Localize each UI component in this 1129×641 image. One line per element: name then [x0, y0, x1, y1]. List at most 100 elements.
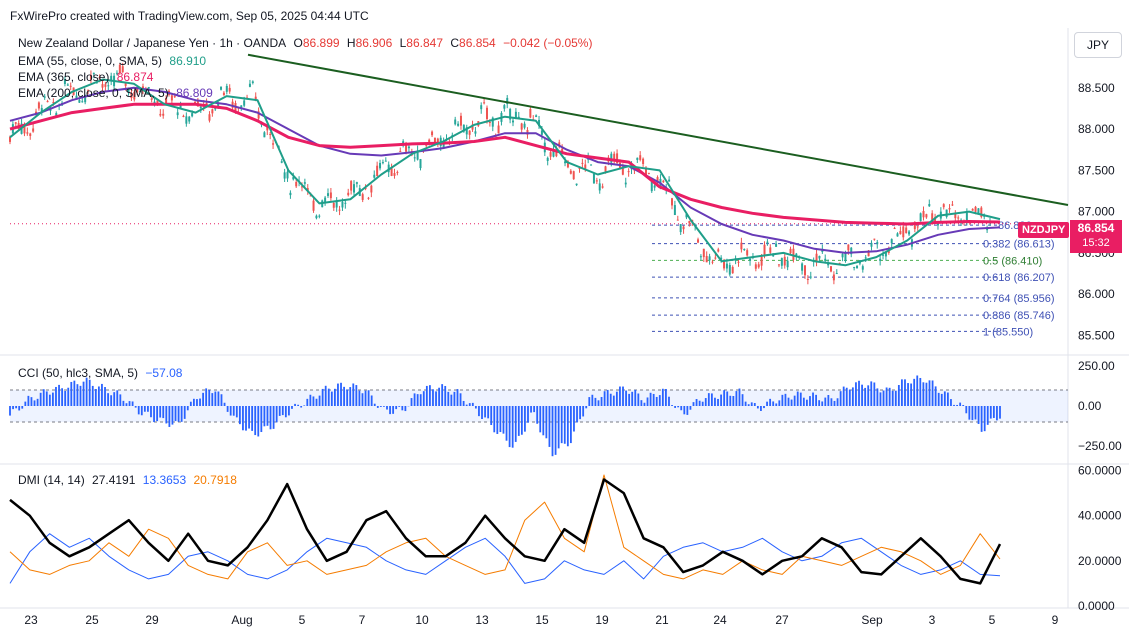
- candle-body: [84, 95, 87, 103]
- candle-body: [673, 205, 676, 216]
- cci-bar: [214, 391, 217, 406]
- cci-bar: [591, 394, 594, 406]
- cci-bar: [162, 406, 165, 419]
- candle-body: [873, 238, 876, 240]
- cci-bar: [517, 406, 520, 436]
- cci-bar: [487, 406, 490, 419]
- cci-bar: [962, 405, 965, 406]
- cci-bar: [934, 386, 937, 406]
- time-tick-label: 24: [713, 613, 727, 627]
- ema55-legend[interactable]: EMA (55, close, 0, SMA, 5) 86.910: [18, 54, 210, 68]
- cci-bar: [330, 391, 333, 406]
- candle-body: [584, 164, 587, 170]
- candle-body: [676, 219, 679, 221]
- candle-body: [882, 254, 885, 256]
- candle-body: [225, 85, 228, 92]
- cci-bar: [885, 387, 888, 406]
- cci-bar: [131, 401, 134, 406]
- candle-body: [723, 260, 726, 269]
- cci-bar: [545, 406, 548, 439]
- candle-body: [162, 113, 165, 116]
- price-tick-label: 88.000: [1078, 122, 1115, 136]
- candle-body: [647, 172, 650, 174]
- candle-body: [835, 273, 838, 275]
- cci-bar: [312, 396, 315, 406]
- cci-bar: [82, 381, 85, 406]
- candle-body: [815, 253, 818, 262]
- ema200-label: EMA (200, close, 0, SMA, 5): [18, 86, 169, 100]
- cci-bar: [548, 406, 551, 447]
- ema365-value: 86.874: [116, 70, 154, 84]
- cci-bar: [251, 406, 254, 431]
- cci-bar: [631, 391, 634, 406]
- candle-body: [173, 96, 176, 98]
- candle-body: [405, 145, 408, 152]
- candle-body: [399, 150, 402, 152]
- currency-button[interactable]: JPY: [1074, 32, 1122, 58]
- cci-bar: [94, 389, 97, 406]
- candle-body: [711, 261, 714, 263]
- time-tick-label: 23: [24, 613, 38, 627]
- cci-bar: [202, 392, 204, 406]
- open-value: 86.899: [302, 36, 340, 50]
- cci-bar: [30, 397, 33, 406]
- dmi-label: DMI (14, 14): [18, 473, 85, 487]
- candle-body: [130, 92, 133, 99]
- candle-body: [850, 247, 853, 255]
- cci-bar: [459, 393, 462, 406]
- ema365-legend[interactable]: EMA (365, close) 86.874: [18, 70, 157, 84]
- cci-bar: [284, 406, 287, 418]
- dmi-legend[interactable]: DMI (14, 14) 27.4191 13.3653 20.7918: [18, 473, 241, 487]
- cci-bar: [24, 401, 27, 406]
- cci-bar: [257, 406, 260, 437]
- cci-bar: [536, 406, 539, 424]
- cci-bar: [790, 399, 793, 406]
- cci-bar: [858, 380, 860, 406]
- time-tick-label: 25: [85, 613, 99, 627]
- cci-bar: [376, 406, 379, 408]
- cci-bar: [594, 397, 597, 406]
- candle-body: [272, 143, 275, 145]
- candle-body: [965, 212, 968, 223]
- cci-bar: [888, 387, 891, 406]
- minus-di-line: [9, 474, 1001, 580]
- candle-body: [425, 145, 428, 147]
- cci-bar: [125, 403, 128, 406]
- cci-bar: [183, 406, 186, 419]
- cci-bar: [760, 406, 762, 411]
- cci-bar: [496, 406, 499, 434]
- candle-body: [309, 195, 312, 197]
- cci-bar: [554, 406, 557, 455]
- cci-bar: [468, 403, 471, 406]
- cci-bar: [919, 377, 922, 406]
- candle-body: [431, 131, 434, 136]
- bar-countdown: 15:32: [1082, 237, 1110, 249]
- candle-body: [32, 128, 35, 132]
- cci-bar: [217, 391, 220, 406]
- cci-bar: [937, 392, 940, 406]
- candle-body: [292, 177, 295, 180]
- candle-body: [509, 109, 512, 120]
- cci-bar: [717, 398, 719, 406]
- candle-body: [353, 184, 356, 193]
- cci-bar: [508, 406, 511, 448]
- candle-body: [457, 123, 460, 126]
- cci-bar: [88, 379, 91, 406]
- candle-body: [118, 64, 121, 73]
- candle-body: [231, 101, 234, 108]
- candle-body: [702, 248, 705, 258]
- candle-body: [951, 204, 954, 206]
- cci-bar: [401, 406, 404, 411]
- cci-label: CCI (50, hlc3, SMA, 5): [18, 366, 139, 380]
- cci-bar: [573, 406, 575, 432]
- candle-body: [595, 180, 598, 182]
- candle-body: [552, 148, 555, 157]
- ema200-legend[interactable]: EMA (200, close, 0, SMA, 5) 86.809: [18, 86, 217, 100]
- cci-bar: [55, 386, 57, 406]
- cci-legend[interactable]: CCI (50, hlc3, SMA, 5) −57.08: [18, 366, 186, 380]
- price-tick-label: 86.000: [1078, 287, 1115, 301]
- cci-bar: [769, 398, 772, 406]
- cci-bar: [229, 406, 232, 416]
- cci-bar: [530, 406, 532, 413]
- candle-body: [523, 123, 526, 128]
